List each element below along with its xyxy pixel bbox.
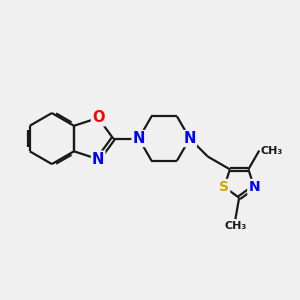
Text: CH₃: CH₃ xyxy=(224,221,247,231)
Text: N: N xyxy=(184,131,196,146)
Text: O: O xyxy=(92,110,104,125)
Text: N: N xyxy=(248,180,260,194)
Text: CH₃: CH₃ xyxy=(261,146,283,156)
Text: N: N xyxy=(92,152,104,167)
Text: S: S xyxy=(219,180,229,194)
Text: N: N xyxy=(133,131,145,146)
